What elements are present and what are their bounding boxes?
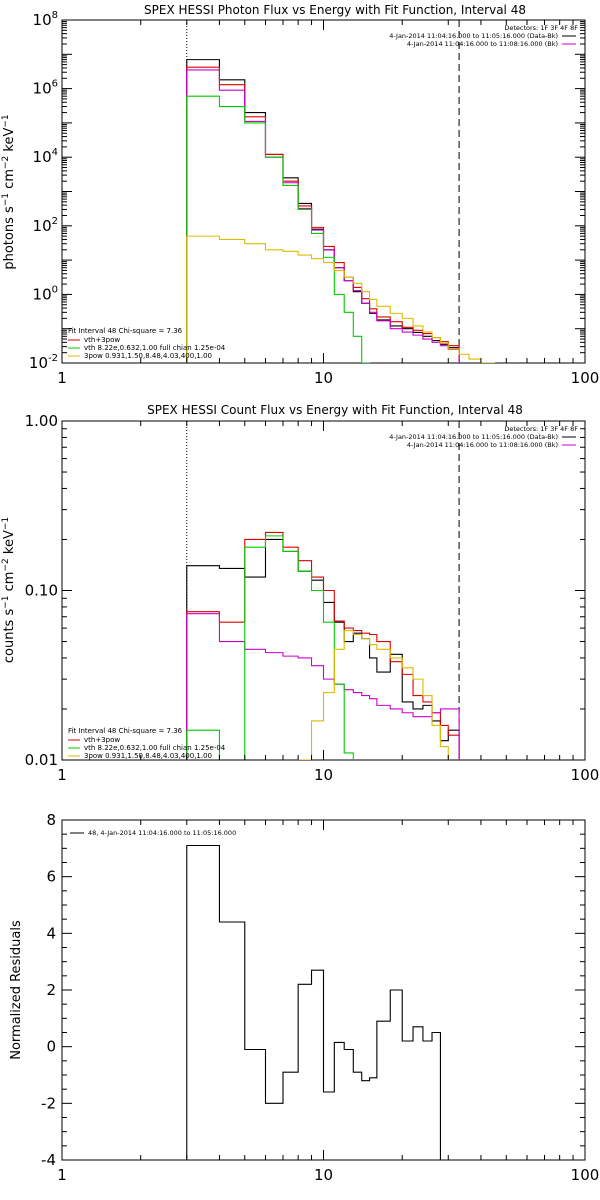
count-flux-panel: SPEX HESSI Count Flux vs Energy with Fit… bbox=[1, 403, 600, 784]
count-detectors-label: Detectors: 1F 3F 4F 8F bbox=[504, 425, 578, 433]
photon-fit-line-3pow: 3pow 0.931,1.50,8.48,4.03,400,1.00 bbox=[84, 352, 212, 360]
photon-y-tick-label: 104 bbox=[33, 147, 58, 166]
count-fit-legend: Fit Interval 48 Chi-square = 7.36 vth+3p… bbox=[68, 727, 226, 760]
count-series-vth bbox=[186, 535, 354, 760]
photon-series-data bbox=[186, 59, 460, 363]
residuals-y-tick-label: -4 bbox=[41, 1151, 56, 1169]
count-series-total bbox=[186, 531, 460, 760]
photon-fit-line-vth: vth 8.22e,0.632,1.00 full chian 1.25e-04 bbox=[84, 344, 226, 352]
photon-time-data-label: 4-Jan-2014 11:04:16.000 to 11:05:16.000 … bbox=[389, 32, 558, 40]
residuals-y-tick-label: 8 bbox=[46, 811, 56, 829]
photon-chart-title: SPEX HESSI Photon Flux vs Energy with Fi… bbox=[144, 3, 526, 17]
photon-fit-line-total: vth+3pow bbox=[84, 336, 120, 344]
count-time-data-label: 4-Jan-2014 11:04:16.000 to 11:05:16.000 … bbox=[389, 433, 558, 441]
photon-time-fit-label: 4-Jan-2014 11:04:16.000 to 11:08:16.000 … bbox=[407, 40, 558, 48]
photon-y-tick-label: 108 bbox=[33, 10, 58, 29]
count-x-tick-label: 100 bbox=[571, 766, 600, 784]
count-x-tick-label: 10 bbox=[314, 766, 333, 784]
count-series-3pow bbox=[297, 630, 449, 760]
residuals-x-tick-label: 100 bbox=[571, 1166, 600, 1184]
photon-data-layer bbox=[186, 20, 495, 363]
residuals-axes: 1 10 100 -4 -2 0 2 4 6 8 bbox=[41, 811, 599, 1184]
count-fit-line-3pow: 3pow 0.931,1.50,8.48,4.03,400,1.00 bbox=[84, 752, 212, 760]
residuals-y-tick-label: 4 bbox=[46, 924, 56, 942]
photon-series-total-overplot bbox=[186, 69, 460, 363]
residuals-y-tick-label: 6 bbox=[46, 868, 56, 886]
photon-y-tick-label: 100 bbox=[33, 284, 58, 303]
photon-axes: 1 10 100 10-2 100 102 104 106 108 bbox=[29, 10, 599, 387]
count-data-layer bbox=[186, 421, 460, 760]
count-series-total-overplot bbox=[186, 613, 460, 760]
residuals-series-residuals bbox=[186, 844, 441, 1160]
photon-fit-legend: Fit Interval 48 Chi-square = 7.36 vth+3p… bbox=[68, 327, 226, 360]
photon-x-tick-label: 10 bbox=[314, 369, 333, 387]
photon-flux-panel: SPEX HESSI Photon Flux vs Energy with Fi… bbox=[1, 3, 599, 387]
residuals-legend-label: 48, 4-Jan-2014 11:04:16.000 to 11:05:16.… bbox=[88, 829, 236, 837]
photon-x-tick-label: 100 bbox=[571, 369, 600, 387]
photon-series-vth bbox=[186, 95, 371, 363]
residuals-y-axis-label: Normalized Residuals bbox=[9, 920, 24, 1060]
photon-y-tick-label: 106 bbox=[33, 79, 58, 98]
residuals-data-layer bbox=[186, 844, 441, 1160]
residuals-panel: 1 10 100 -4 -2 0 2 4 6 8 Normalized Residuals 48,… bbox=[9, 811, 599, 1184]
count-y-axis-label: counts s−1 cm−2 keV−1 bbox=[1, 517, 17, 663]
count-y-tick-label: 1.00 bbox=[25, 412, 58, 430]
photon-y-axis-label: photons s−1 cm−2 keV−1 bbox=[1, 114, 17, 269]
photon-series-total bbox=[186, 66, 460, 363]
count-axes: 1 10 100 0.01 0.10 1.00 bbox=[25, 412, 600, 784]
photon-y-tick-label: 10-2 bbox=[29, 353, 58, 372]
count-x-tick-label: 1 bbox=[57, 766, 67, 784]
count-fit-line-total: vth+3pow bbox=[84, 736, 120, 744]
residuals-x-tick-label: 10 bbox=[314, 1166, 333, 1184]
photon-series-3pow bbox=[186, 235, 495, 363]
photon-y-tick-label: 102 bbox=[33, 216, 58, 235]
residuals-y-tick-label: 0 bbox=[46, 1038, 56, 1056]
count-fit-header: Fit Interval 48 Chi-square = 7.36 bbox=[68, 727, 183, 735]
count-series-data bbox=[186, 538, 460, 760]
photon-x-tick-label: 1 bbox=[57, 369, 67, 387]
photon-detectors-label: Detectors: 1F 3F 4F 8F bbox=[504, 24, 578, 32]
residuals-x-tick-label: 1 bbox=[57, 1166, 67, 1184]
residuals-y-tick-label: -2 bbox=[41, 1094, 56, 1112]
residuals-y-tick-label: 2 bbox=[46, 981, 56, 999]
count-time-fit-label: 4-Jan-2014 11:04:16.000 to 11:08:16.000 … bbox=[407, 441, 558, 449]
count-y-tick-label: 0.10 bbox=[25, 582, 58, 600]
count-fit-line-vth: vth 8.22e,0.632,1.00 full chian 1.25e-04 bbox=[84, 744, 226, 752]
photon-fit-header: Fit Interval 48 Chi-square = 7.36 bbox=[68, 327, 183, 335]
photon-plot-frame bbox=[61, 19, 586, 364]
count-chart-title: SPEX HESSI Count Flux vs Energy with Fit… bbox=[147, 403, 523, 417]
count-y-tick-label: 0.01 bbox=[25, 751, 58, 769]
